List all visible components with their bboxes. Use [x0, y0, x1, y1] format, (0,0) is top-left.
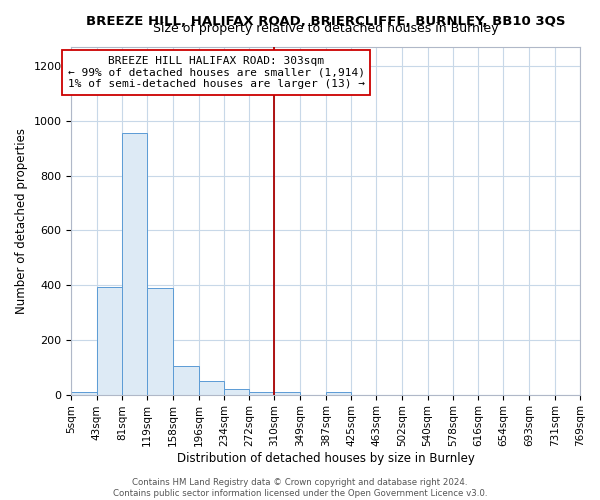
Bar [249, 392, 274, 394]
Bar [274, 392, 301, 394]
Bar [326, 392, 351, 394]
Text: Contains HM Land Registry data © Crown copyright and database right 2024.
Contai: Contains HM Land Registry data © Crown c… [113, 478, 487, 498]
Bar [97, 286, 122, 395]
Bar [199, 381, 224, 394]
Bar [147, 288, 173, 395]
Text: Size of property relative to detached houses in Burnley: Size of property relative to detached ho… [153, 22, 499, 35]
Text: BREEZE HILL HALIFAX ROAD: 303sqm
← 99% of detached houses are smaller (1,914)
1%: BREEZE HILL HALIFAX ROAD: 303sqm ← 99% o… [68, 56, 365, 89]
X-axis label: Distribution of detached houses by size in Burnley: Distribution of detached houses by size … [177, 452, 475, 465]
Bar [173, 366, 199, 394]
Bar [122, 134, 147, 394]
Title: BREEZE HILL, HALIFAX ROAD, BRIERCLIFFE, BURNLEY, BB10 3QS: BREEZE HILL, HALIFAX ROAD, BRIERCLIFFE, … [86, 15, 565, 28]
Bar [71, 392, 97, 394]
Y-axis label: Number of detached properties: Number of detached properties [15, 128, 28, 314]
Bar [224, 388, 249, 394]
